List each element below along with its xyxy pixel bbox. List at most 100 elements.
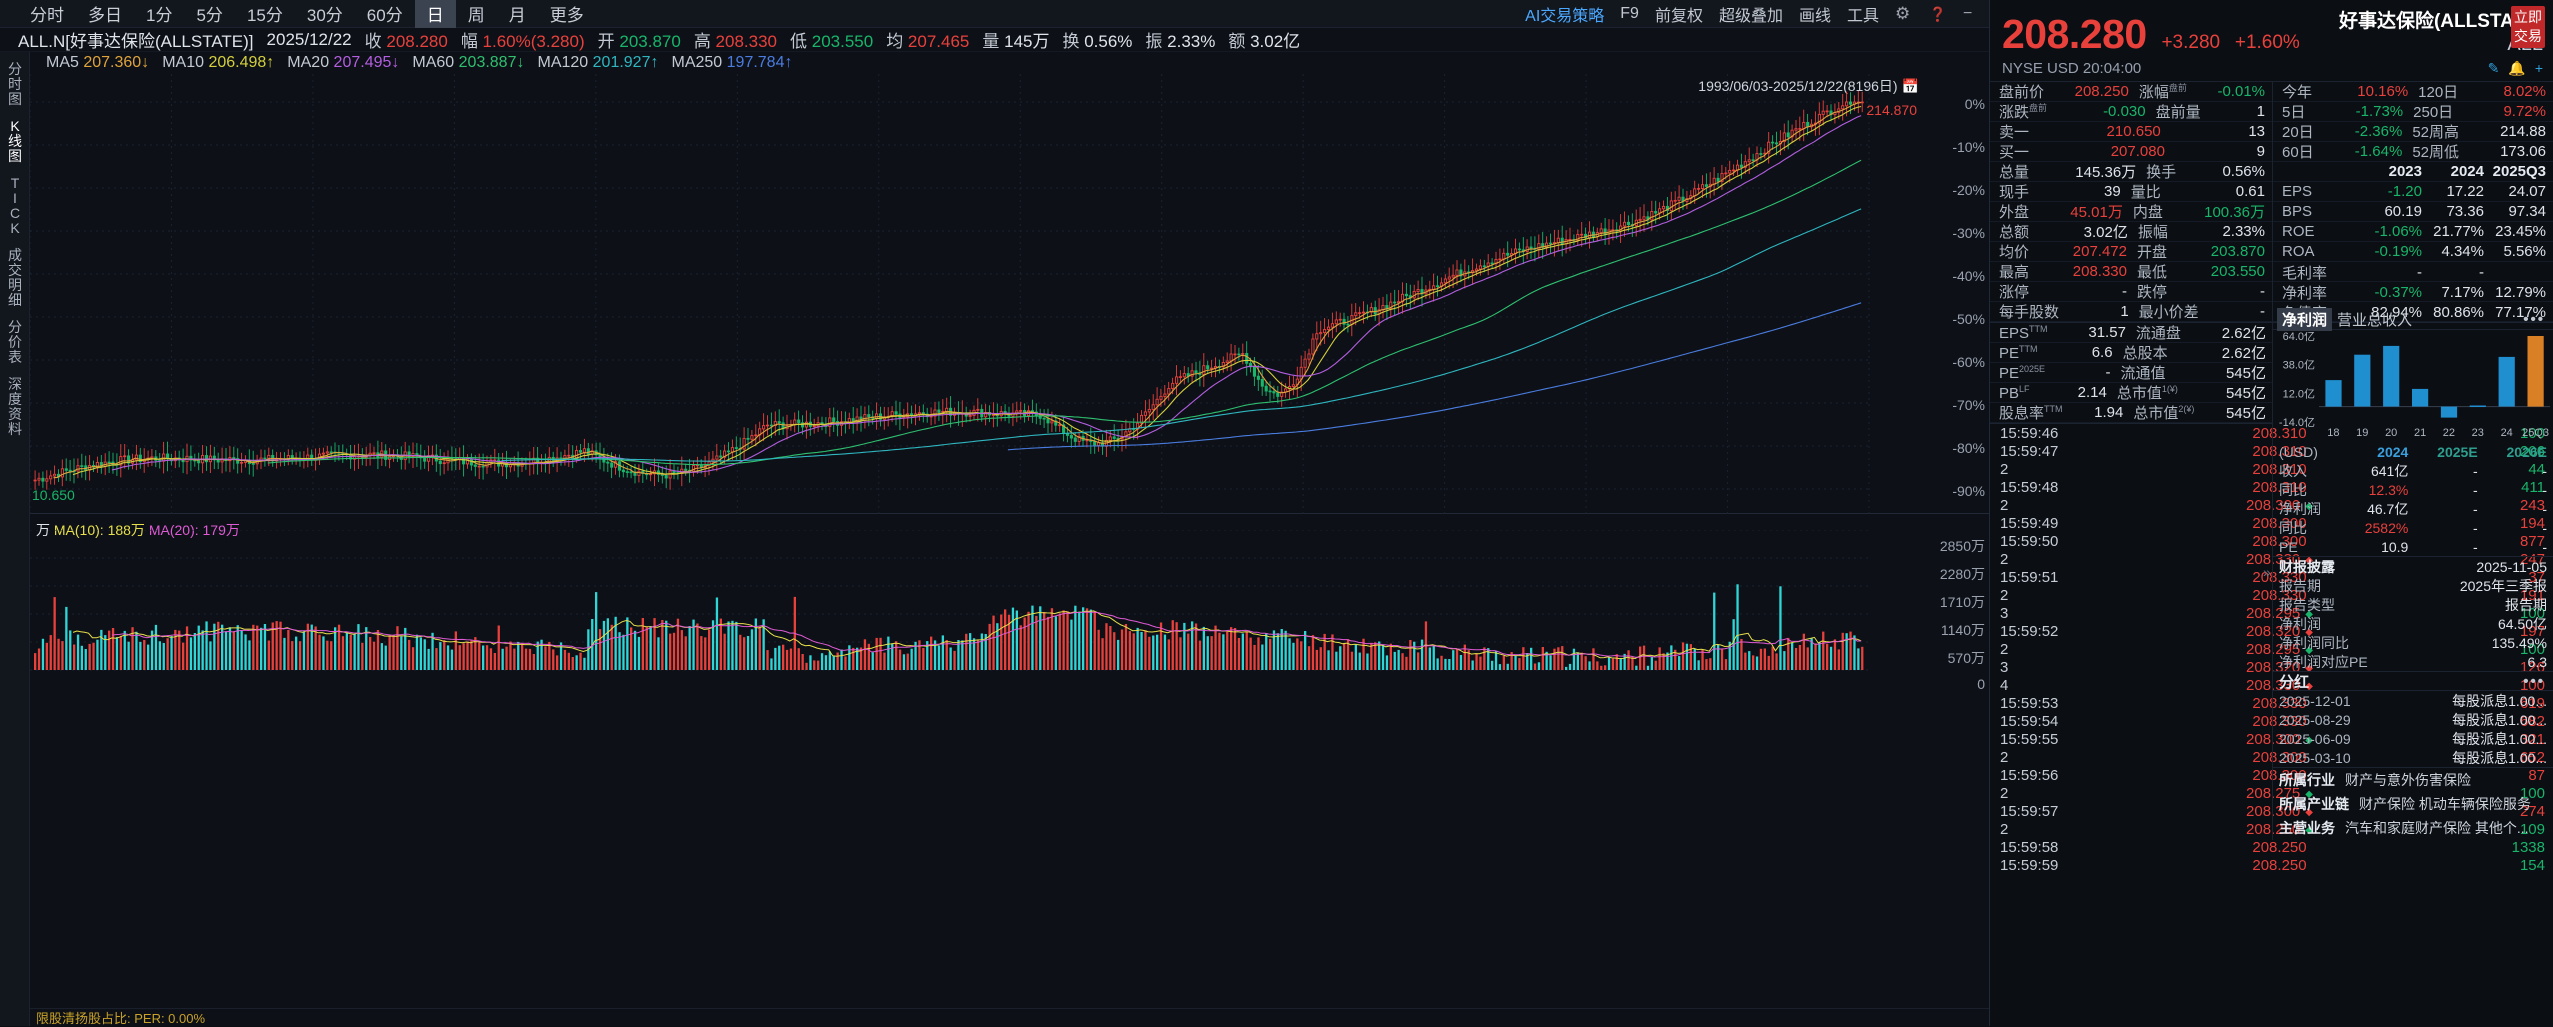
vol-value: 145万 [1004, 32, 1050, 51]
tick-row[interactable]: 15:59:46 208.310 100 [2000, 424, 2545, 442]
volume-ma10: MA(10): 188万 [53, 522, 145, 538]
quote-detail-panel: 208.280 +3.280 +1.60% 好事达保险(ALLSTATE) AL… [1989, 0, 2553, 1026]
quote-detail-table: 盘前价 208.250 涨幅盘前 -0.01% 涨跌盘前 -0.030 盘前量 1 卖一 210.… [1990, 82, 2273, 322]
tick-row[interactable]: 15:59:50 208.300 877 [2000, 532, 2545, 550]
rail-item-1[interactable]: K 线 图 [8, 118, 22, 164]
tick-trade-list[interactable]: 15:59:46 208.310 100 15:59:47 208.310 206 2 208… [1990, 424, 2553, 874]
chart-date-range[interactable]: 1993/06/03-2025/12/22(8196日) [1698, 76, 1919, 96]
price-tick-4: -40% [1952, 268, 1985, 284]
tick-row[interactable]: 15:59:54 208.330 682 [2000, 712, 2545, 730]
svg-text:21: 21 [2414, 427, 2426, 439]
period-tab-5[interactable]: 30分 [306, 6, 343, 25]
panel-drag-handle[interactable]: » [2263, 564, 2271, 581]
vol-tick-3: 1140万 [1940, 622, 1985, 638]
trade-now-button[interactable]: 立即 交易 [2511, 6, 2545, 48]
close-value: 208.280 [386, 32, 448, 51]
ai-strategy-button[interactable]: AI交易策略 [1525, 8, 1605, 25]
draw-button[interactable]: 画线 [1798, 8, 1831, 25]
tick-row[interactable]: 2 208.300 652 [2000, 748, 2545, 766]
quote-row-7: 总额 3.02亿 振幅 2.33% [1990, 222, 2272, 242]
tab-net-profit[interactable]: 净利润 [2277, 308, 2333, 331]
rail-item-0[interactable]: 分 时 图 [8, 61, 22, 107]
rail-item-2[interactable]: T I C K [9, 175, 21, 236]
industry-table: 所属行业 财产与意外伤害保险 所属产业链 财产保险 机动车辆保险服务 主营业务 汽车和家庭… [2273, 768, 2553, 840]
adjust-button[interactable]: 前复权 [1654, 8, 1703, 25]
more-dots-icon[interactable]: ••• [2523, 311, 2545, 328]
period-tabs[interactable]: 分时 多日 1分 5分 15分 30分 60分日周 月 更多 [18, 0, 596, 28]
tick-row[interactable]: 15:59:59 208.250 154 [2000, 856, 2545, 874]
left-view-rail[interactable]: 分 时 图 K 线 图 T I C K 成 交 明 细分 价 表深 度 资 料 [0, 52, 30, 1026]
quote-row-3: 买一 207.080 9 [1990, 142, 2272, 162]
panel-change: +3.280 [2161, 32, 2221, 53]
open-value: 203.870 [619, 32, 681, 51]
industry-row-1: 所属产业链 财产保险 机动车辆保险服务 [2279, 796, 2531, 812]
tab-revenue[interactable]: 营业总收入 [2337, 312, 2413, 329]
tick-row[interactable]: 15:59:56 208.300 87 [2000, 766, 2545, 784]
valuation-row-0: EPSTTM 31.57 流通盘 2.62亿 [1990, 323, 2273, 343]
volume-pane[interactable]: 万 MA(10): 188万 MA(20): 179万 2850万 2280万 17… [30, 518, 1989, 1008]
gear-icon[interactable] [1895, 5, 1913, 23]
rail-item-5[interactable]: 深 度 资 料 [8, 376, 22, 437]
net-profit-bar-chart: 64.0亿 38.0亿 12.0亿 -14.0亿 18 19 20 21 22 23 24 25Q3 [2273, 330, 2553, 442]
tick-row[interactable]: 2 208.310 44 [2000, 460, 2545, 478]
fin-row-0: EPS -1.20 17.22 24.07 [2273, 182, 2553, 202]
add-icon[interactable]: + [2534, 60, 2543, 76]
price-tick-3: -30% [1952, 225, 1985, 241]
performance-table: 今年 10.16% 120日 8.02% 5日 -1.73% 250日 9.72% 20日 -2.… [2273, 82, 2553, 162]
alert-bell-icon[interactable]: 🔔 [2508, 60, 2526, 76]
period-tab-4[interactable]: 15分 [246, 6, 283, 25]
panel-change-pct: +1.60% [2234, 32, 2300, 53]
period-tab-8[interactable]: 周 [467, 6, 485, 25]
period-tab-3[interactable]: 5分 [196, 6, 223, 25]
period-tab-10[interactable]: 更多 [549, 6, 584, 25]
tick-row[interactable]: 2 208.330 191 [2000, 586, 2545, 604]
overlay-button[interactable]: 超级叠加 [1718, 8, 1783, 25]
chart-footer-text: 限股清扬股占比: PER: 0.00% [36, 1011, 206, 1026]
dividend-more-icon[interactable]: ••• [2523, 672, 2545, 690]
calendar-icon[interactable] [1898, 78, 1919, 94]
profit-chart-tabs[interactable]: 净利润 营业总收入 ••• [2273, 308, 2553, 331]
tick-row[interactable]: 15:59:58 208.250 1338 [2000, 838, 2545, 856]
period-tab-0[interactable]: 分时 [30, 6, 64, 25]
financial-table: 2023 2024 2025Q3 EPS -1.20 17.22 24.07 BPS 60.19… [2273, 162, 2553, 322]
quote-row-10: 涨停 - 跌停 - [1990, 282, 2272, 302]
report-row-1: 报告期 2025年三季报 [2279, 577, 2547, 594]
tick-row[interactable]: 15:59:53 208.330 619 [2000, 694, 2545, 712]
f9-button[interactable]: F9 [1620, 5, 1639, 22]
tick-row[interactable]: 15:59:49 208.300 194 [2000, 514, 2545, 532]
period-tab-7[interactable]: 日 [414, 0, 456, 28]
rail-item-4[interactable]: 分 价 表 [8, 319, 22, 365]
minimize-icon[interactable] [1963, 5, 1981, 23]
price-pane[interactable]: 0% -10% -20% -30% -40% -50% -60% -70% -80% -90% 2… [30, 74, 1989, 514]
tools-button[interactable]: 工具 [1846, 8, 1879, 25]
amt-value: 3.02亿 [1250, 32, 1301, 51]
period-tab-9[interactable]: 月 [508, 6, 526, 25]
perf-row-2: 20日 -2.36% 52周高 214.88 [2273, 122, 2553, 142]
tick-row[interactable]: 15:59:48 208.310 411 [2000, 478, 2545, 496]
est-header: (USD) 2024 2025E 2026E [2279, 443, 2547, 460]
period-tab-1[interactable]: 多日 [88, 6, 122, 25]
rail-item-3[interactable]: 成 交 明 细 [8, 247, 22, 308]
avg-value: 207.465 [907, 32, 970, 51]
fin-row-3: ROA -0.19% 4.34% 5.56% [2273, 242, 2553, 262]
perf-row-0: 今年 10.16% 120日 8.02% [2273, 82, 2553, 102]
tick-row[interactable]: 15:59:47 208.310 206 [2000, 442, 2545, 460]
period-tab-2[interactable]: 1分 [146, 6, 173, 25]
period-tab-6[interactable]: 60分 [366, 6, 403, 25]
performance-and-financials: 今年 10.16% 120日 8.02% 5日 -1.73% 250日 9.72% 20日 -2.… [2273, 82, 2553, 322]
price-axis: 0% -10% -20% -30% -40% -50% -60% -70% -80% -90% [1929, 74, 1989, 513]
panel-header: 208.280 +3.280 +1.60% 好事达保险(ALLSTATE) AL… [1990, 0, 2553, 58]
tick-row[interactable]: 15:59:51 208.330 37 [2000, 568, 2545, 586]
edit-icon[interactable]: ✎ [2487, 60, 2500, 76]
help-icon[interactable] [1929, 5, 1947, 23]
